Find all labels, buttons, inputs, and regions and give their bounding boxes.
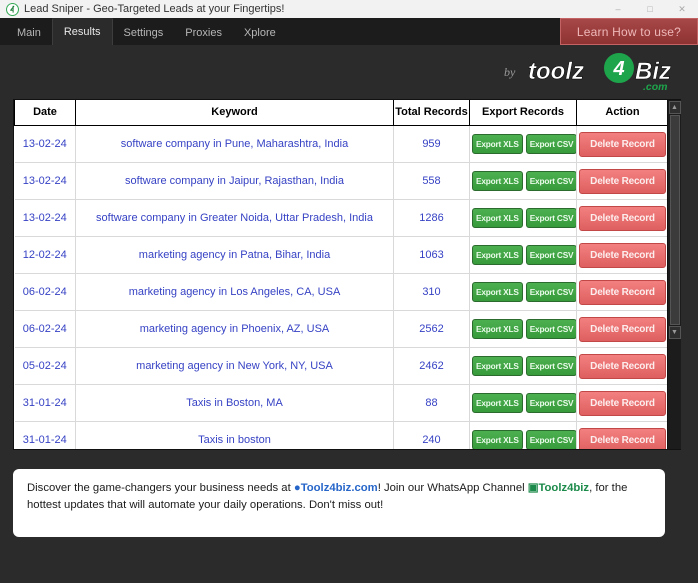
svg-text:4: 4	[612, 58, 624, 80]
svg-text:.com: .com	[643, 81, 668, 93]
svg-text:toolz: toolz	[528, 58, 584, 85]
